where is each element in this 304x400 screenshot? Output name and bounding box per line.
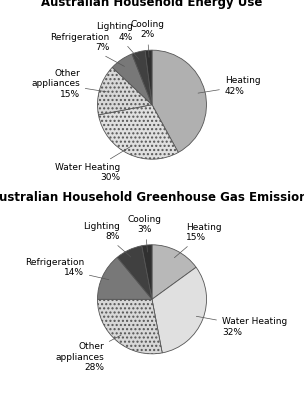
Wedge shape (98, 299, 162, 354)
Wedge shape (142, 245, 152, 299)
Wedge shape (152, 267, 206, 353)
Text: Other
appliances
28%: Other appliances 28% (55, 335, 121, 372)
Wedge shape (152, 50, 206, 152)
Text: Heating
15%: Heating 15% (174, 222, 222, 258)
Text: Water Heating
32%: Water Heating 32% (196, 316, 287, 337)
Text: Lighting
4%: Lighting 4% (96, 22, 139, 59)
Text: Refrigeration
7%: Refrigeration 7% (50, 33, 124, 66)
Wedge shape (98, 105, 178, 159)
Wedge shape (112, 54, 152, 105)
Title: Australian Household Energy Use: Australian Household Energy Use (41, 0, 263, 10)
Wedge shape (98, 67, 152, 115)
Wedge shape (98, 257, 152, 299)
Wedge shape (117, 246, 152, 299)
Wedge shape (152, 245, 196, 299)
Text: Cooling
2%: Cooling 2% (130, 20, 164, 57)
Title: Australian Household Greenhouse Gas Emissions: Australian Household Greenhouse Gas Emis… (0, 191, 304, 204)
Text: Other
appliances
15%: Other appliances 15% (31, 69, 106, 98)
Text: Heating
42%: Heating 42% (198, 76, 261, 96)
Wedge shape (132, 50, 152, 105)
Text: Cooling
3%: Cooling 3% (128, 215, 162, 252)
Text: Lighting
8%: Lighting 8% (83, 222, 131, 257)
Text: Water Heating
30%: Water Heating 30% (55, 146, 131, 182)
Wedge shape (145, 50, 152, 105)
Text: Refrigeration
14%: Refrigeration 14% (25, 258, 109, 280)
